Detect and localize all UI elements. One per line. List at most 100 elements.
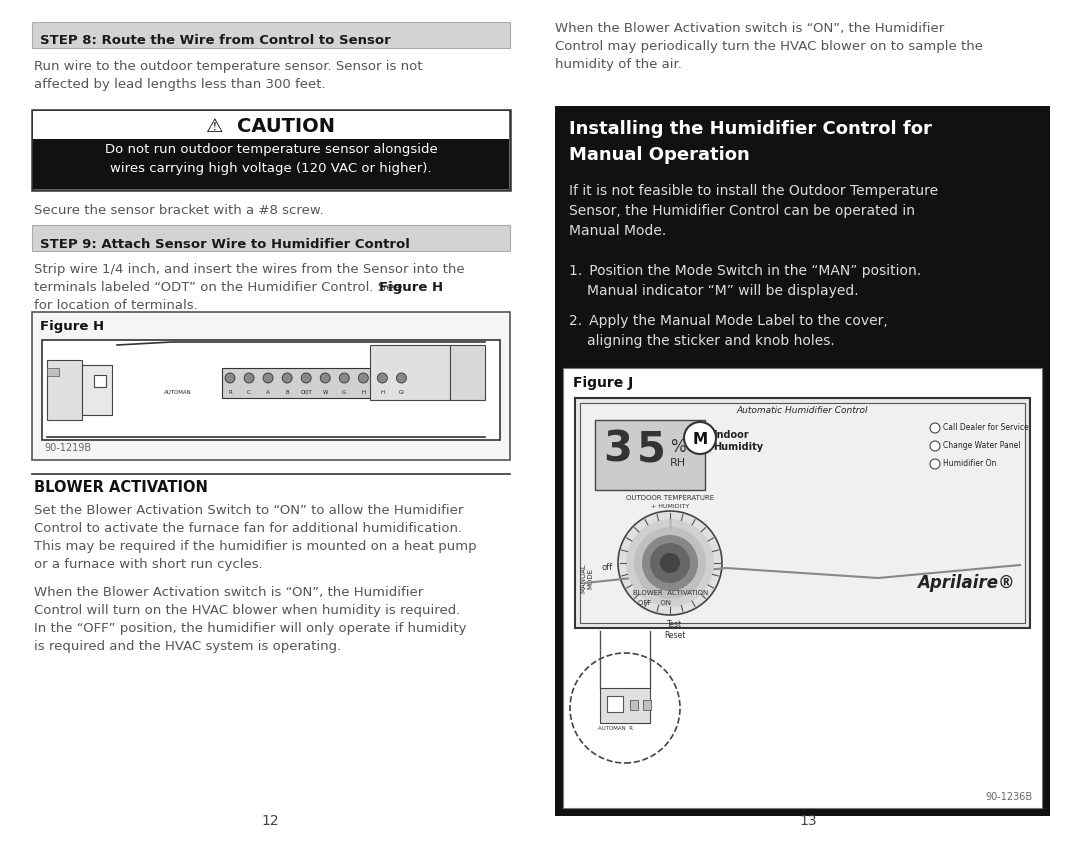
Text: When the Blower Activation switch is “ON”, the Humidifier
Control will turn on t: When the Blower Activation switch is “ON… (33, 586, 467, 653)
Text: Change Water Panel: Change Water Panel (943, 441, 1021, 450)
Circle shape (359, 373, 368, 383)
Text: Call Dealer for Service: Call Dealer for Service (943, 423, 1029, 432)
Text: Automatic Humidifier Control: Automatic Humidifier Control (737, 406, 868, 415)
Circle shape (321, 373, 330, 383)
Bar (33, 139, 509, 189)
Text: OUTDOOR TEMPERATURE: OUTDOOR TEMPERATURE (626, 495, 714, 501)
Text: H: H (362, 390, 365, 395)
Bar (450, 345, 485, 400)
Circle shape (660, 553, 680, 573)
Text: H: H (380, 390, 384, 395)
Text: MANUAL
MODE: MANUAL MODE (581, 563, 594, 593)
Circle shape (301, 373, 311, 383)
Text: 1. Position the Mode Switch in the “MAN” position.: 1. Position the Mode Switch in the “MAN”… (569, 264, 921, 278)
Text: 3: 3 (603, 428, 632, 470)
Bar (48, 360, 82, 420)
Circle shape (626, 519, 714, 607)
Bar (32, 22, 510, 48)
Text: M: M (692, 432, 707, 447)
Text: AUTOMAN  R: AUTOMAN R (597, 726, 633, 731)
Circle shape (618, 511, 723, 615)
Text: Humidifier On: Humidifier On (943, 459, 997, 468)
Text: W: W (323, 390, 328, 395)
Text: Set the Blower Activation Switch to “ON” to allow the Humidifier
Control to acti: Set the Blower Activation Switch to “ON”… (33, 504, 476, 571)
Text: + HUMIDITY: + HUMIDITY (651, 504, 689, 509)
Text: aligning the sticker and knob holes.: aligning the sticker and knob holes. (588, 334, 835, 348)
Text: Aprilaire®: Aprilaire® (917, 574, 1015, 592)
Text: Run wire to the outdoor temperature sensor. Sensor is not
affected by lead lengt: Run wire to the outdoor temperature sens… (33, 60, 422, 91)
Circle shape (377, 373, 388, 383)
Text: BLOWER ACTIVATION: BLOWER ACTIVATION (33, 480, 207, 495)
Text: off: off (602, 564, 613, 572)
Text: for location of terminals.: for location of terminals. (33, 299, 198, 312)
Text: Humidity: Humidity (713, 442, 764, 452)
Text: Do not run outdoor temperature sensor alongside
wires carrying high voltage (120: Do not run outdoor temperature sensor al… (105, 143, 437, 175)
Text: Secure the sensor bracket with a #8 screw.: Secure the sensor bracket with a #8 scre… (33, 204, 324, 217)
Text: Figure H: Figure H (379, 281, 443, 294)
Text: AUTOMAN: AUTOMAN (164, 390, 192, 395)
Bar (563, 368, 1042, 808)
Text: Test: Test (667, 620, 683, 629)
Text: If it is not feasible to install the Outdoor Temperature
Sensor, the Humidifier : If it is not feasible to install the Out… (569, 184, 939, 238)
Bar (94, 375, 106, 387)
Text: Installing the Humidifier Control for: Installing the Humidifier Control for (569, 120, 932, 138)
Circle shape (396, 373, 406, 383)
Bar (32, 312, 510, 460)
Text: 90-1236B: 90-1236B (985, 792, 1032, 802)
Circle shape (930, 459, 940, 469)
Text: RH: RH (670, 458, 686, 468)
Text: G: G (342, 390, 347, 395)
Bar (600, 688, 650, 723)
Circle shape (264, 373, 273, 383)
Text: ODT: ODT (300, 390, 312, 395)
Circle shape (650, 543, 690, 583)
Bar (33, 111, 509, 139)
Bar (595, 420, 705, 490)
Bar (82, 365, 112, 415)
Circle shape (225, 373, 235, 383)
Text: OFF    ON: OFF ON (638, 600, 671, 606)
Bar (643, 700, 651, 710)
Circle shape (684, 422, 716, 454)
Text: BLOWER  ACTIVATION: BLOWER ACTIVATION (633, 590, 708, 596)
Circle shape (339, 373, 349, 383)
Bar (48, 368, 59, 376)
Text: Manual indicator “M” will be displayed.: Manual indicator “M” will be displayed. (588, 284, 859, 298)
Bar (42, 340, 500, 440)
Circle shape (930, 423, 940, 433)
Text: Strip wire 1/4 inch, and insert the wires from the Sensor into the
terminals lab: Strip wire 1/4 inch, and insert the wire… (33, 263, 464, 294)
Text: ⚠  CAUTION: ⚠ CAUTION (206, 116, 336, 136)
Bar (222, 368, 422, 398)
Text: 12: 12 (261, 814, 279, 828)
Bar (575, 398, 1030, 628)
Bar (32, 110, 510, 190)
Text: 13: 13 (799, 814, 816, 828)
Text: R: R (228, 390, 232, 395)
Text: Figure H: Figure H (40, 320, 104, 333)
Text: C: C (247, 390, 251, 395)
Text: A: A (267, 390, 270, 395)
Circle shape (642, 535, 698, 591)
Bar (555, 106, 1050, 816)
Bar (580, 403, 1025, 623)
Text: 5: 5 (637, 428, 666, 470)
Text: When the Blower Activation switch is “ON”, the Humidifier
Control may periodical: When the Blower Activation switch is “ON… (555, 22, 983, 71)
Circle shape (930, 441, 940, 451)
Text: Manual Operation: Manual Operation (569, 146, 750, 164)
Text: Indoor: Indoor (713, 430, 748, 440)
Text: GI: GI (399, 390, 404, 395)
Text: %: % (670, 438, 686, 456)
Circle shape (244, 373, 254, 383)
Bar (630, 700, 638, 710)
Circle shape (634, 527, 706, 599)
Text: STEP 8: Route the Wire from Control to Sensor: STEP 8: Route the Wire from Control to S… (40, 35, 391, 47)
Bar (32, 225, 510, 251)
Text: Reset: Reset (664, 631, 686, 640)
Text: STEP 9: Attach Sensor Wire to Humidifier Control: STEP 9: Attach Sensor Wire to Humidifier… (40, 237, 410, 250)
Bar (607, 696, 623, 712)
Text: 90-1219B: 90-1219B (44, 443, 91, 453)
Bar (370, 345, 450, 400)
Circle shape (282, 373, 293, 383)
Text: Figure J: Figure J (573, 376, 633, 390)
Text: 2. Apply the Manual Mode Label to the cover,: 2. Apply the Manual Mode Label to the co… (569, 314, 888, 328)
